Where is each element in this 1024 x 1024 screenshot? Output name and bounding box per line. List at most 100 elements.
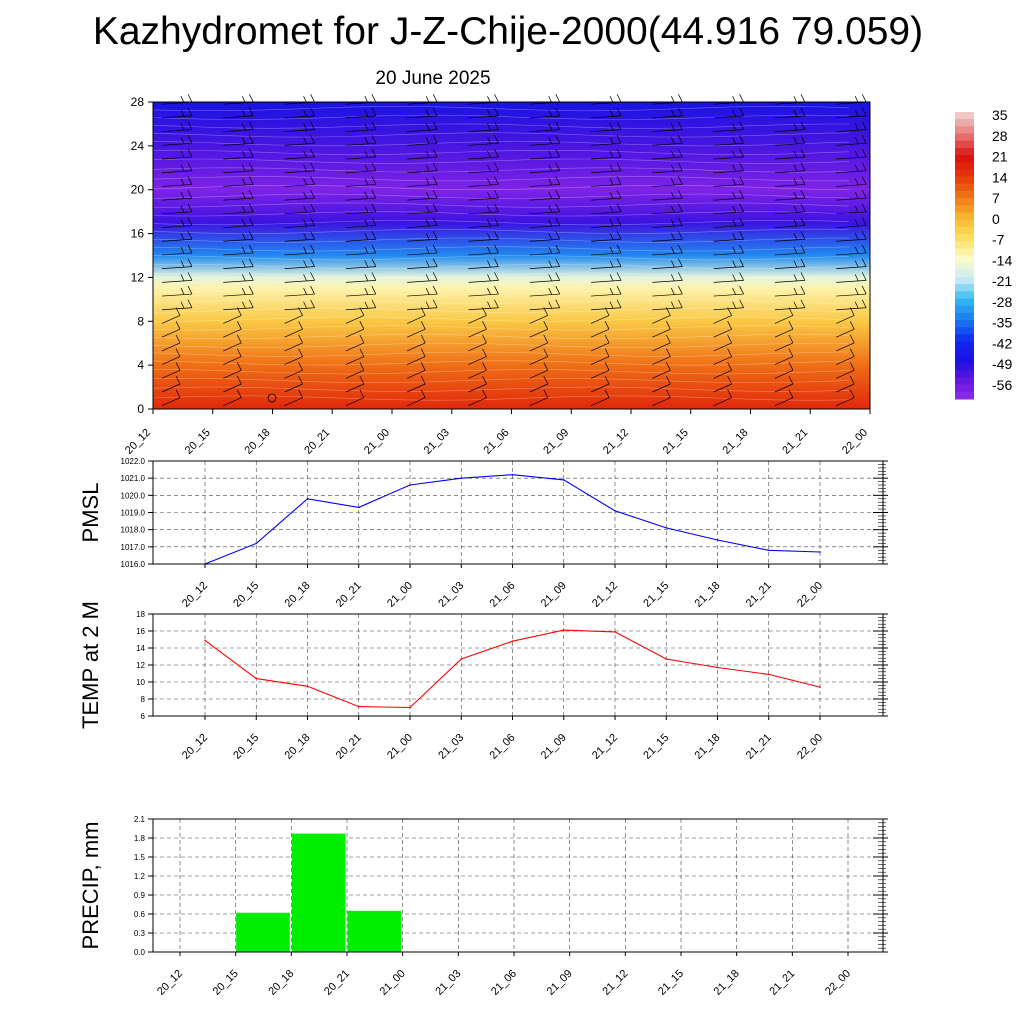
wind-barb-flag <box>425 260 430 268</box>
wind-barb <box>407 211 438 215</box>
y-tick-label: 6 <box>141 712 146 721</box>
y-tick-label: 8 <box>137 314 144 328</box>
wind-barb <box>529 142 560 146</box>
wind-barb-flag <box>555 189 561 199</box>
wind-barb <box>468 356 487 365</box>
x-tick-label: 21_00 <box>385 732 415 762</box>
wind-barb <box>161 342 181 352</box>
wind-barb-flag <box>371 299 377 308</box>
wind-barb-flag <box>248 121 254 130</box>
wind-barb-flag <box>241 164 246 172</box>
wind-barb <box>774 129 805 132</box>
wind-barb-flag <box>236 334 242 344</box>
x-tick-label: 20_18 <box>266 968 296 998</box>
wind-barb-flag <box>310 94 315 103</box>
wind-barb-flag <box>727 334 732 344</box>
wind-barb <box>345 315 365 324</box>
wind-barb-flag <box>241 150 246 158</box>
contour-line <box>152 334 850 340</box>
x-tick-label: 21_06 <box>488 580 518 610</box>
wind-barb-flag <box>788 321 794 330</box>
wind-barb-flag <box>727 321 732 330</box>
wind-barb <box>529 156 560 160</box>
wind-barb-flag <box>487 150 491 158</box>
wind-barb-flag <box>303 219 307 227</box>
wind-barb-flag <box>671 123 675 131</box>
wind-barb-flag <box>732 109 736 117</box>
wind-barb-flag <box>548 246 553 254</box>
wind-barb <box>652 101 683 105</box>
wind-barb-flag <box>548 109 553 117</box>
wind-barb <box>345 328 365 338</box>
wind-barb-flag <box>609 205 614 213</box>
colorbar-label: -14 <box>992 252 1012 268</box>
wind-barb-flag <box>609 123 614 131</box>
wind-barb <box>161 170 193 174</box>
wind-barb <box>345 211 376 215</box>
wind-barb-flag <box>793 246 798 254</box>
wind-barb <box>774 397 794 407</box>
wind-barb-flag <box>678 285 683 295</box>
wind-barb-flag <box>678 189 683 199</box>
wind-barb-flag <box>678 176 683 185</box>
wind-barb-flag <box>854 205 859 213</box>
wind-barb-flag <box>854 219 859 227</box>
colorbar-swatch <box>955 248 974 256</box>
wind-barb-flag <box>854 233 859 240</box>
wind-barb-flag <box>241 109 246 117</box>
colorbar-swatch <box>955 255 974 264</box>
wind-barb-flag <box>732 191 736 199</box>
wind-barb-flag <box>678 244 683 254</box>
wind-barb-flag <box>303 191 307 199</box>
wind-barb-flag <box>854 301 859 309</box>
wind-barb <box>590 328 610 338</box>
wind-barb <box>713 197 744 201</box>
pmsl-point <box>255 542 258 545</box>
wind-barb-flag <box>371 189 377 199</box>
wind-barb <box>223 328 242 338</box>
wind-barb <box>407 238 438 242</box>
wind-barb <box>407 156 438 160</box>
wind-barb <box>284 101 315 105</box>
wind-barb-flag <box>604 321 610 330</box>
wind-barb-flag <box>793 233 798 240</box>
wind-barb-flag <box>310 121 315 130</box>
wind-barb-flag <box>494 121 499 130</box>
wind-barb <box>161 356 181 365</box>
wind-barb-flag <box>303 178 307 186</box>
wind-barb-flag <box>739 217 744 226</box>
colorbar-swatch <box>955 147 974 156</box>
wind-barb-flag <box>359 362 365 371</box>
wind-barb <box>836 225 867 228</box>
colorbar-label: -49 <box>992 356 1012 372</box>
wind-barb <box>407 369 426 379</box>
wind-barb-flag <box>359 375 365 385</box>
wind-barb-flag <box>548 233 553 240</box>
wind-barb-flag <box>548 123 553 131</box>
y-tick-label: 1.2 <box>134 872 146 881</box>
wind-barb-flag <box>555 176 561 185</box>
wind-barb-flag <box>487 260 491 268</box>
wind-barb <box>345 307 376 311</box>
wind-barb-flag <box>555 285 561 295</box>
wind-barb-flag <box>310 258 315 267</box>
wind-barb-flag <box>241 246 246 254</box>
wind-barb-flag <box>678 162 683 171</box>
wind-barb-flag <box>482 334 487 344</box>
wind-barb <box>407 383 426 393</box>
wind-barb-flag <box>671 219 675 227</box>
wind-barb <box>529 129 560 132</box>
wind-barb-flag <box>732 150 736 158</box>
wind-barb <box>161 293 193 297</box>
wind-barb-flag <box>364 246 369 254</box>
colorbar-swatch <box>955 291 974 300</box>
colorbar-swatch <box>955 370 974 378</box>
wind-barb-flag <box>609 260 614 268</box>
wind-barb <box>713 397 732 407</box>
wind-barb-flag <box>732 233 736 240</box>
wind-barb-flag <box>175 334 181 344</box>
y-tick-label: 18 <box>136 610 145 619</box>
wind-barb-flag <box>241 301 246 309</box>
contour-line <box>152 184 850 190</box>
wind-barb <box>590 356 610 365</box>
